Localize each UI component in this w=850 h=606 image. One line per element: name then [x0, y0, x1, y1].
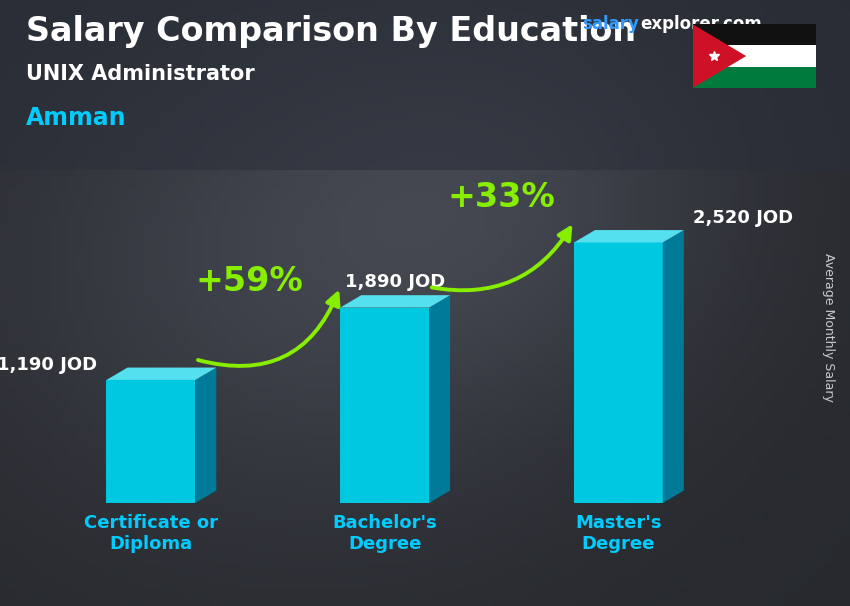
Polygon shape: [340, 295, 450, 308]
Text: explorer.com: explorer.com: [640, 15, 762, 33]
Text: Average Monthly Salary: Average Monthly Salary: [822, 253, 836, 402]
Polygon shape: [663, 230, 683, 503]
Polygon shape: [340, 308, 429, 503]
Text: +59%: +59%: [196, 265, 303, 298]
Bar: [693, 45, 816, 67]
Bar: [0, 0, 850, 170]
Bar: [693, 67, 816, 88]
FancyArrowPatch shape: [198, 293, 338, 366]
Text: Amman: Amman: [26, 106, 126, 130]
Polygon shape: [196, 368, 216, 503]
Polygon shape: [574, 230, 683, 242]
Text: salary: salary: [582, 15, 639, 33]
Polygon shape: [574, 242, 663, 503]
Polygon shape: [693, 24, 746, 88]
Text: 2,520 JOD: 2,520 JOD: [693, 209, 793, 227]
Text: 1,890 JOD: 1,890 JOD: [345, 273, 445, 291]
Text: Salary Comparison By Education: Salary Comparison By Education: [26, 15, 636, 48]
Polygon shape: [429, 295, 450, 503]
Bar: [693, 24, 816, 45]
FancyArrowPatch shape: [432, 228, 570, 290]
Polygon shape: [106, 380, 196, 503]
Text: 1,190 JOD: 1,190 JOD: [0, 356, 97, 375]
Text: UNIX Administrator: UNIX Administrator: [26, 64, 254, 84]
Text: +33%: +33%: [448, 181, 555, 214]
Polygon shape: [106, 368, 216, 380]
